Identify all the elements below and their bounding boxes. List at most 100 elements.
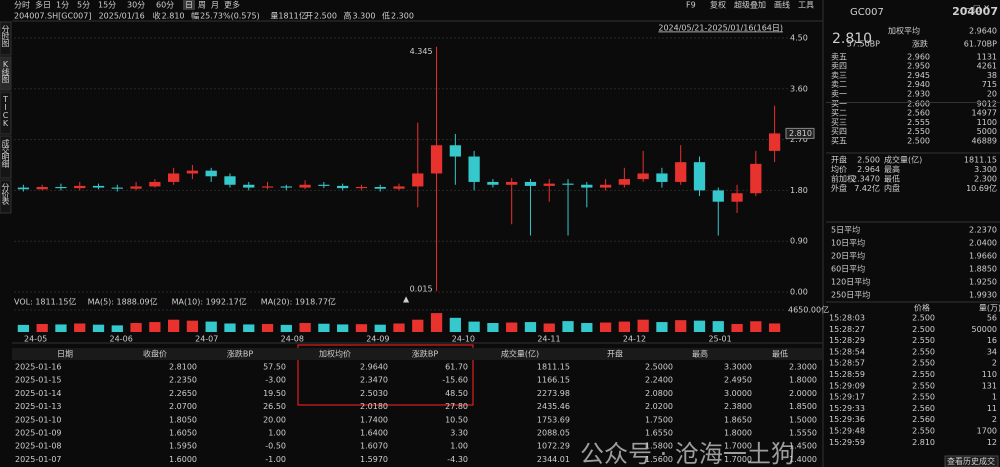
tick-price: 2.550: [912, 381, 935, 390]
tick-time: 15:28:03: [829, 314, 865, 323]
volume-bar: [186, 320, 199, 332]
history-button[interactable]: [944, 455, 999, 467]
quote-field: 高: [344, 11, 352, 21]
period-tab[interactable]: 60分: [156, 1, 174, 10]
table-cell: -1.00: [265, 455, 286, 464]
volume-bar: [750, 321, 762, 332]
volume-bar: [468, 321, 480, 332]
table-cell: 1.8500: [789, 402, 817, 411]
tool-button[interactable]: 工具: [798, 1, 814, 10]
tool-button[interactable]: 画线: [774, 0, 790, 10]
column-header: 最低: [772, 349, 788, 359]
tick-volume: 131: [982, 381, 997, 390]
table-cell: 2273.98: [537, 389, 570, 398]
candle-body: [393, 186, 405, 189]
table-cell: 1.8000: [789, 376, 817, 385]
history-button-label[interactable]: 查看历史成交: [947, 456, 995, 466]
candle-body: [637, 173, 649, 180]
period-tab[interactable]: 30分: [127, 1, 145, 10]
side-tab-label[interactable]: K线图: [1, 60, 10, 84]
average-label: 120日平均: [831, 277, 870, 287]
volume-legend: VOL: 1811.15亿: [14, 297, 76, 307]
column-header: 最高: [692, 349, 708, 359]
average-value: 2.0400: [969, 239, 997, 248]
side-tab-label[interactable]: TICK: [1, 95, 10, 127]
window-controls: — □ ✕: [963, 4, 990, 13]
table-cell: 20.00: [263, 415, 286, 424]
tick-price: 2.810: [912, 438, 935, 447]
stat-value: 7.42亿: [854, 183, 880, 193]
table-cell: 57.50: [263, 363, 286, 372]
side-tab[interactable]: [0, 21, 12, 56]
table-cell: -15.60: [442, 376, 468, 385]
tool-button[interactable]: F9: [686, 1, 696, 10]
wchange-label: 涨跌: [912, 39, 928, 49]
tool-button[interactable]: 超级叠加: [734, 0, 766, 10]
period-tab[interactable]: 1分: [56, 1, 69, 10]
candle-body: [280, 186, 292, 188]
stat-label: 前加权: [831, 174, 855, 184]
table-cell: 26.50: [263, 402, 286, 411]
tick-time: 15:29:36: [829, 415, 865, 424]
table-cell: 1.5950: [169, 442, 197, 451]
side-tab-label[interactable]: 分价表: [1, 183, 10, 206]
table-cell: 1.8050: [169, 415, 197, 424]
stat-value: 2.964: [857, 165, 880, 174]
candle-body: [712, 190, 724, 202]
table-cell: -3.00: [265, 376, 286, 385]
period-tab[interactable]: 月: [211, 1, 219, 10]
book-qty: 4261: [977, 62, 997, 71]
column-header: 加权均价: [319, 349, 351, 359]
candle-body: [543, 183, 555, 186]
average-label: 60日平均: [831, 264, 865, 274]
table-cell: 19.50: [263, 389, 286, 398]
table-cell: -0.50: [265, 442, 286, 451]
book-label: 卖五: [831, 53, 847, 62]
period-tab[interactable]: 多日: [35, 0, 51, 10]
candle-body: [581, 184, 593, 188]
table-cell: 2025-01-14: [15, 389, 62, 398]
volume-bar: [261, 323, 274, 332]
volume-bar: [524, 322, 537, 332]
quote-field: 25.73%(0.575): [200, 12, 260, 21]
volume-bar: [731, 323, 743, 332]
table-cell: 1.7000: [724, 442, 752, 451]
volume-bar: [168, 319, 180, 332]
tool-button[interactable]: 复权: [710, 0, 726, 10]
side-tab[interactable]: [0, 179, 12, 214]
side-tab-label[interactable]: 分时图: [1, 25, 10, 48]
candle-body: [487, 181, 499, 185]
table-cell: 1.4500: [789, 442, 817, 451]
table-cell: 1.7500: [645, 415, 673, 424]
period-tab[interactable]: 更多: [224, 0, 240, 10]
candle-body: [243, 184, 255, 188]
tick-time: 15:28:59: [829, 370, 865, 379]
candle-body: [186, 170, 199, 174]
period-tab[interactable]: 15分: [98, 1, 116, 10]
quote-field: 低: [382, 11, 390, 21]
period-tab[interactable]: 分时: [14, 0, 30, 10]
tick-volume: 110: [982, 370, 997, 379]
column-header: 涨跌BP: [412, 349, 438, 359]
period-tab[interactable]: 周: [198, 1, 206, 10]
side-tab-label[interactable]: 成交明细: [1, 138, 10, 169]
table-cell: 1.7400: [360, 415, 388, 424]
candle-body: [130, 186, 142, 189]
volume-bar: [224, 323, 236, 332]
side-tab[interactable]: [0, 56, 12, 91]
volume-bar: [430, 313, 443, 332]
x-tick-label: 24-11: [537, 335, 560, 344]
stat-label: 最低: [884, 174, 900, 184]
volume-legend: MA(5): 1888.09亿: [88, 297, 158, 307]
table-cell: 1.5600: [645, 455, 673, 464]
side-tab[interactable]: [0, 135, 12, 179]
candle-body: [506, 181, 518, 185]
period-tab[interactable]: 5分: [77, 1, 90, 10]
side-tab[interactable]: [0, 91, 12, 135]
table-cell: 2.8100: [169, 363, 197, 372]
column-header: 涨跌BP: [227, 349, 253, 359]
tick-time: 15:29:17: [829, 393, 865, 402]
quote-field: 量1811亿: [270, 11, 306, 21]
period-tab[interactable]: 日: [185, 1, 193, 10]
